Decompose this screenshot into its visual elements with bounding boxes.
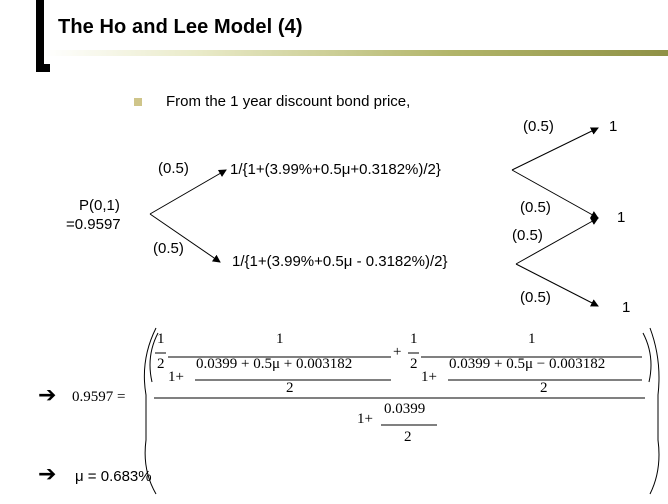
outer-den-denominator: 2 (404, 429, 412, 445)
term1-den-two: 2 (286, 380, 294, 396)
branch-up-mid (511, 169, 599, 219)
right-paren (642, 332, 652, 383)
title-underline (44, 50, 668, 56)
outer-one-plus: 1+ (357, 411, 373, 427)
slide-title: The Ho and Lee Model (4) (58, 16, 303, 38)
term2-one-plus: 1+ (421, 369, 437, 385)
half-den-2: 2 (410, 356, 418, 372)
left-big-bracket (143, 327, 157, 495)
arrow-icon: ➔ (38, 383, 57, 408)
left-paren (149, 332, 159, 383)
branch-down-mid (515, 217, 599, 265)
right-big-bracket (649, 327, 660, 495)
prob-up-down: (0.5) (520, 199, 551, 216)
leaf-bottom: 1 (622, 299, 631, 316)
node-down-expression: 1/{1+(3.99%+0.5μ - 0.3182%)/2} (232, 253, 448, 270)
bullet-text: From the 1 year discount bond price, (166, 93, 411, 110)
equation-lhs: 0.9597 = (72, 389, 126, 405)
title-accent-bar (36, 0, 44, 72)
branch-root-down (149, 213, 221, 263)
leaf-top: 1 (609, 118, 618, 135)
prob-down-down: (0.5) (520, 289, 551, 306)
prob-up-up: (0.5) (523, 118, 554, 135)
branch-down-down (515, 263, 599, 307)
root-price-label: P(0,1) (79, 197, 120, 214)
result-text: μ = 0.683% (75, 468, 152, 485)
half-num-2: 1 (410, 331, 418, 347)
leaf-middle: 1 (617, 209, 626, 226)
root-price-value: =0.9597 (66, 216, 121, 233)
term1-one-plus: 1+ (168, 369, 184, 385)
branch-root-up (149, 169, 227, 215)
outer-den-numerator: 0.0399 (384, 401, 426, 417)
term2-den-expr: 0.0399 + 0.5μ − 0.003182 (449, 356, 606, 372)
prob-up: (0.5) (158, 160, 189, 177)
half-num-1: 1 (157, 331, 165, 347)
title-accent-foot (36, 64, 50, 72)
half-den-1: 2 (157, 356, 165, 372)
term1-den-expr: 0.0399 + 0.5μ + 0.003182 (196, 356, 353, 372)
arrow-icon: ➔ (38, 462, 57, 487)
term1-num: 1 (276, 331, 284, 347)
node-up-expression: 1/{1+(3.99%+0.5μ+0.3182%)/2} (230, 161, 441, 178)
plus-sign: + (393, 344, 402, 360)
term2-num: 1 (528, 331, 536, 347)
prob-down-up: (0.5) (512, 227, 543, 244)
prob-down: (0.5) (153, 240, 184, 257)
branch-up-up (511, 127, 599, 171)
term2-den-two: 2 (540, 380, 548, 396)
bullet-icon (134, 98, 142, 106)
